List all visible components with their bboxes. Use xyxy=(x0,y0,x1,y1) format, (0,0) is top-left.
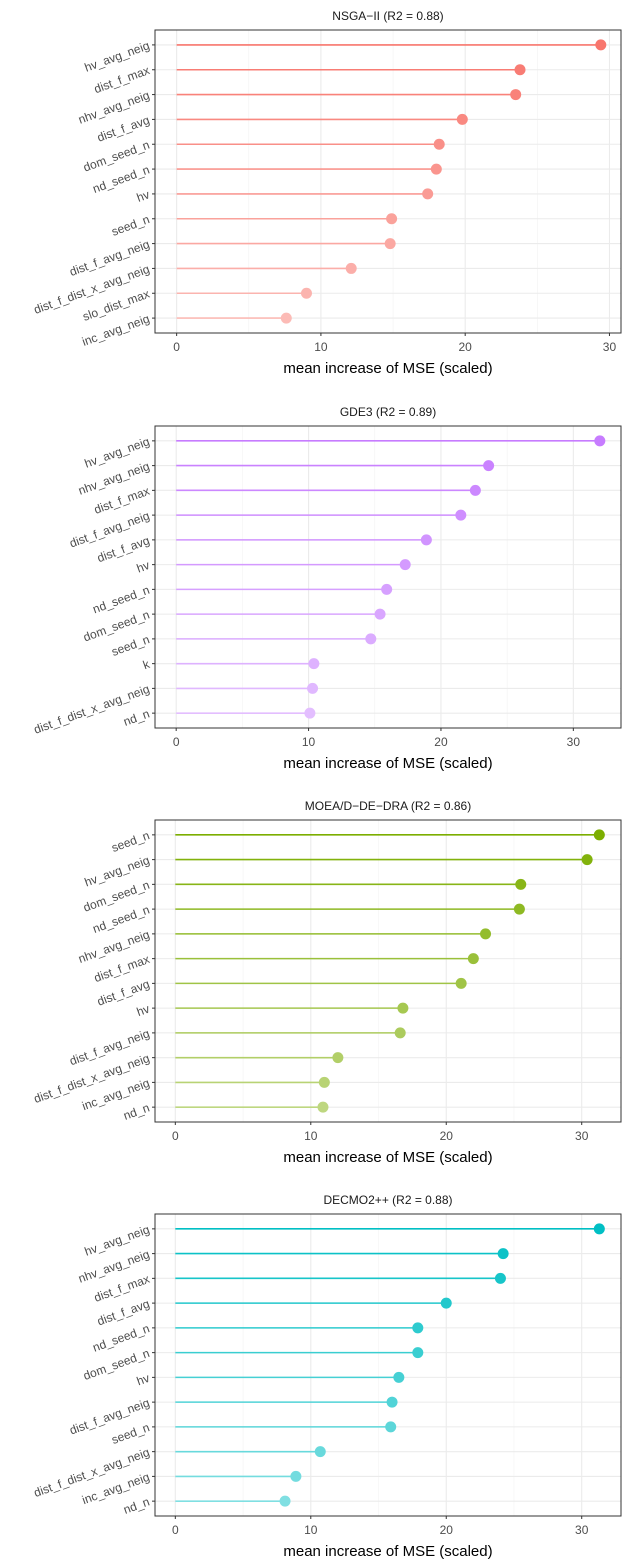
y-tick-label: seed_n xyxy=(110,212,152,239)
panel-border xyxy=(154,29,622,334)
data-point xyxy=(510,89,522,101)
plot-background xyxy=(155,820,621,1122)
x-tick-label: 30 xyxy=(603,340,617,354)
data-point xyxy=(332,1052,344,1064)
data-point xyxy=(483,460,495,472)
chart-panel-4: hv_avg_neignhv_avg_neigdist_f_maxdist_f_… xyxy=(32,1193,622,1560)
data-point xyxy=(420,534,432,546)
plot-background xyxy=(155,1214,621,1516)
y-tick-label: seed_n xyxy=(110,632,152,659)
data-point xyxy=(386,213,398,225)
data-point xyxy=(314,1446,326,1458)
data-point xyxy=(393,1371,405,1383)
x-axis-title: mean increase of MSE (scaled) xyxy=(283,1543,492,1560)
data-point xyxy=(279,1495,291,1507)
data-point xyxy=(317,1101,329,1113)
y-tick-label: k xyxy=(141,657,152,673)
x-tick-label: 20 xyxy=(440,1523,454,1537)
data-point xyxy=(455,977,467,989)
data-point xyxy=(440,1297,452,1309)
data-point xyxy=(467,953,479,965)
y-tick-label: nd_n xyxy=(122,1101,152,1123)
plot-background xyxy=(155,426,621,728)
panel-border xyxy=(154,819,622,1123)
x-tick-label: 20 xyxy=(440,1129,454,1143)
data-point xyxy=(399,559,411,571)
data-point xyxy=(304,707,316,719)
data-point xyxy=(412,1347,424,1359)
data-point xyxy=(365,633,377,645)
data-point xyxy=(397,1002,409,1014)
data-point xyxy=(422,188,434,200)
data-point xyxy=(593,1223,605,1235)
data-point xyxy=(455,509,467,521)
y-tick-label: nd_n xyxy=(122,707,152,729)
y-tick-label: dist_f_dist_x_avg_neig xyxy=(32,682,152,737)
data-point xyxy=(581,854,593,866)
chart-panel-2: hv_avg_neignhv_avg_neigdist_f_maxdist_f_… xyxy=(32,405,622,772)
y-tick-label: hv xyxy=(135,1371,152,1388)
x-tick-label: 30 xyxy=(567,735,581,749)
data-point xyxy=(515,878,527,890)
x-tick-label: 10 xyxy=(304,1129,318,1143)
data-point xyxy=(430,163,442,175)
x-axis-title: mean increase of MSE (scaled) xyxy=(283,1149,492,1166)
y-tick-label: nd_n xyxy=(122,1495,152,1517)
chart-title: GDE3 (R2 = 0.89) xyxy=(340,405,436,419)
x-tick-label: 10 xyxy=(314,340,328,354)
data-point xyxy=(318,1076,330,1088)
y-tick-label: hv xyxy=(135,187,152,204)
data-point xyxy=(480,928,492,940)
data-point xyxy=(593,829,605,841)
x-axis-title: mean increase of MSE (scaled) xyxy=(283,360,492,377)
x-tick-label: 0 xyxy=(172,1129,179,1143)
x-tick-label: 0 xyxy=(173,735,180,749)
data-point xyxy=(469,484,481,496)
data-point xyxy=(385,1421,397,1433)
data-point xyxy=(280,312,292,324)
data-point xyxy=(345,262,357,274)
data-point xyxy=(307,682,319,694)
x-tick-label: 20 xyxy=(434,735,448,749)
y-tick-label: hv xyxy=(135,558,152,575)
x-tick-label: 10 xyxy=(302,735,316,749)
x-tick-label: 0 xyxy=(172,1523,179,1537)
x-tick-label: 0 xyxy=(173,340,180,354)
x-tick-label: 30 xyxy=(575,1523,589,1537)
x-tick-label: 30 xyxy=(575,1129,589,1143)
data-point xyxy=(497,1248,509,1260)
plot-background xyxy=(155,30,621,333)
data-point xyxy=(412,1322,424,1334)
y-tick-label: hv xyxy=(135,1002,152,1019)
x-axis-title: mean increase of MSE (scaled) xyxy=(283,755,492,772)
x-tick-label: 20 xyxy=(459,340,473,354)
chart-panel-3: seed_nhv_avg_neigdom_seed_nnd_seed_nnhv_… xyxy=(32,799,622,1166)
data-point xyxy=(374,608,386,620)
data-point xyxy=(308,658,320,670)
y-tick-label: seed_n xyxy=(110,828,152,855)
data-point xyxy=(386,1396,398,1408)
data-point xyxy=(433,138,445,150)
chart-title: MOEA/D−DE−DRA (R2 = 0.86) xyxy=(305,799,471,813)
x-tick-label: 10 xyxy=(304,1523,318,1537)
data-point xyxy=(595,39,607,51)
y-tick-label: seed_n xyxy=(110,1420,152,1447)
data-point xyxy=(514,64,526,76)
chart-title: NSGA−II (R2 = 0.88) xyxy=(332,9,443,23)
data-point xyxy=(300,287,312,299)
data-point xyxy=(594,435,606,447)
data-point xyxy=(381,583,393,595)
data-point xyxy=(513,903,525,915)
chart-title: DECMO2++ (R2 = 0.88) xyxy=(323,1193,452,1207)
chart-panel-1: hv_avg_neigdist_f_maxnhv_avg_neigdist_f_… xyxy=(32,9,622,377)
panel-border xyxy=(154,1213,622,1517)
data-point xyxy=(290,1470,302,1482)
data-point xyxy=(394,1027,406,1039)
panel-border xyxy=(154,425,622,729)
data-point xyxy=(494,1272,506,1284)
data-point xyxy=(456,113,468,125)
data-point xyxy=(384,238,396,250)
